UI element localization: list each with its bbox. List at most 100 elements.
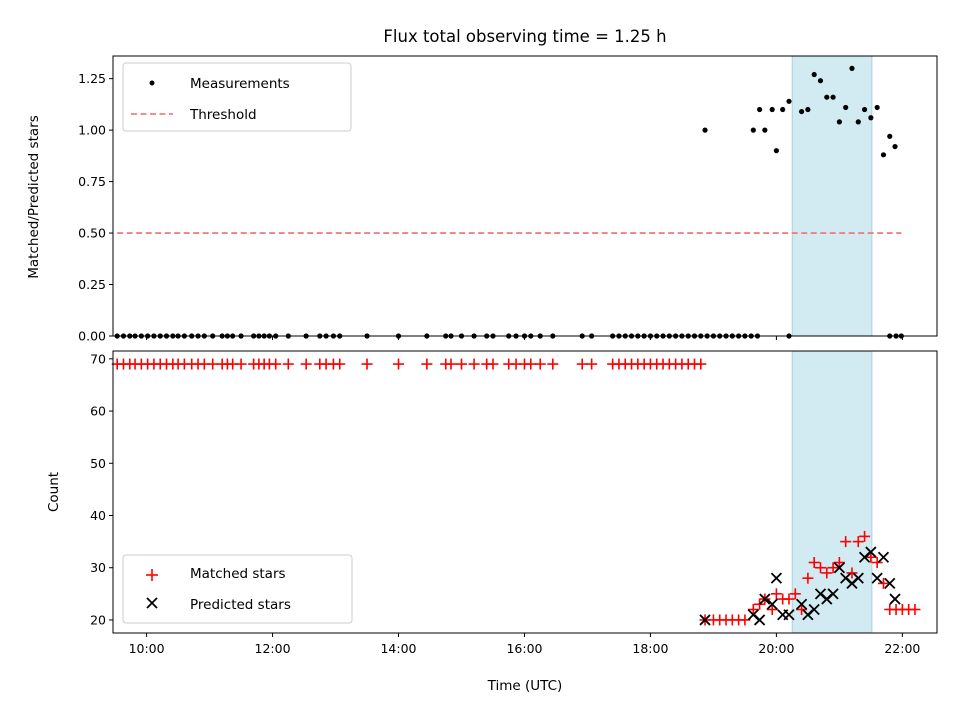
y-axis-label: Matched/Predicted stars	[26, 115, 42, 278]
matched-star-marker	[487, 358, 499, 370]
legend-box	[122, 62, 352, 132]
matched-star-marker	[909, 604, 921, 615]
legend-marker-matched	[146, 569, 158, 581]
x-axis-ticks	[146, 336, 903, 340]
matched-star-marker	[783, 593, 795, 605]
top-panel: 0.00 0.25 0.50 0.75 1.00 1.25 Matched/Predict…	[26, 55, 938, 344]
measurement-point	[824, 94, 830, 100]
matched-star-marker	[808, 557, 820, 568]
matched-star-marker	[525, 358, 537, 370]
x-tick-label: 12:00	[255, 641, 291, 656]
legend-label-matched: Matched stars	[190, 566, 286, 582]
y-tick-label: 1.00	[78, 123, 106, 138]
y-tick-label: 0.50	[78, 226, 106, 241]
matched-star-marker	[393, 358, 405, 370]
matched-star-marker	[754, 598, 766, 610]
y-tick-label: 0.00	[78, 329, 106, 344]
matched-star-marker	[445, 358, 457, 370]
y-tick-label: 70	[90, 351, 106, 366]
x-axis-label: Time (UTC)	[487, 678, 563, 694]
predicted-star-marker	[889, 593, 901, 605]
measurement-point	[836, 119, 842, 125]
predicted-star-marker	[871, 572, 883, 584]
matched-star-marker	[846, 567, 858, 579]
matched-star-marker	[871, 557, 883, 568]
matched-star-marker	[695, 358, 707, 370]
matched-star-marker	[821, 567, 833, 579]
measurement-point	[892, 143, 898, 150]
predicted-star-marker	[827, 588, 839, 600]
measurement-point	[757, 106, 763, 113]
legend: Matched stars Predicted stars	[122, 554, 353, 624]
matched-star-marker	[207, 358, 219, 370]
measurement-point	[769, 106, 775, 113]
legend-label-measurements: Measurements	[190, 76, 290, 92]
matched-star-marker	[833, 557, 845, 568]
x-axis-ticks: 10:00 12:00 14:00 16:00 18:00 20:00 22:00	[129, 633, 920, 656]
predicted-star-marker	[852, 572, 864, 584]
measurement-point	[750, 127, 756, 133]
x-tick-label: 16:00	[506, 641, 542, 656]
measurement-point	[861, 106, 868, 113]
y-axis-ticks: 0.00 0.25 0.50 0.75 1.00 1.25	[78, 71, 113, 344]
measurement-point	[811, 71, 817, 78]
measurement-point	[880, 152, 887, 158]
y-tick-label: 50	[90, 456, 106, 471]
measurement-point	[849, 65, 855, 71]
y-tick-label: 40	[90, 508, 106, 523]
measurement-point	[830, 94, 836, 100]
predicted-star-marker	[783, 609, 795, 621]
x-tick-label: 22:00	[884, 641, 920, 656]
matched-star-marker	[802, 572, 814, 584]
predicted-star-marker	[884, 577, 896, 590]
y-tick-label: 30	[90, 560, 106, 575]
measurement-point	[702, 127, 708, 133]
matched-star-marker	[534, 358, 546, 370]
matched-star-marker	[796, 604, 808, 615]
y-tick-label: 60	[90, 404, 106, 419]
predicted-star-marker	[795, 598, 808, 610]
legend-box	[122, 554, 353, 624]
matched-star-marker	[421, 358, 433, 370]
matched-star-marker	[865, 551, 877, 563]
predicted-star-marker	[833, 562, 846, 574]
chart-title: Flux total observing time = 1.25 h	[383, 27, 666, 46]
matched-star-marker	[361, 358, 373, 370]
y-tick-label: 0.75	[78, 174, 106, 189]
measurement-point	[805, 106, 811, 113]
matched-star-marker	[547, 358, 559, 370]
measurement-point	[773, 148, 779, 154]
bottom-panel: 20 30 40 50 60 70 10:00 12:00 14:00 16:00 18:00 20…	[46, 350, 938, 694]
legend: Measurements Threshold	[122, 62, 352, 132]
measurement-point	[817, 78, 824, 84]
matched-star-marker	[840, 536, 852, 548]
y-axis-label: Count	[46, 472, 62, 512]
matched-star-marker	[766, 604, 778, 615]
predicted-star-marker	[808, 603, 820, 616]
predicted-star-marker	[759, 593, 771, 605]
shaded-span	[791, 350, 873, 634]
matched-star-marker	[852, 536, 864, 548]
measurement-point	[798, 108, 805, 115]
measurement-point	[874, 104, 880, 111]
y-tick-label: 1.25	[78, 71, 106, 86]
matched-star-marker	[770, 588, 782, 600]
predicted-star-marker	[770, 572, 783, 584]
plot-frame	[112, 55, 938, 337]
matched-star-marker	[270, 358, 282, 370]
predicted-star-marker	[877, 551, 890, 563]
matched-star-marker	[282, 358, 294, 370]
matched-star-marker	[859, 530, 871, 542]
measurement-point	[780, 106, 786, 113]
legend-marker-predicted	[146, 597, 158, 609]
measurement-point	[762, 127, 768, 133]
predicted-star-marker	[766, 598, 778, 610]
matched-star-marker	[586, 358, 598, 370]
matched-star-marker	[576, 358, 588, 370]
predicted-star-marker	[753, 614, 766, 626]
y-axis-ticks: 20 30 40 50 60 70	[90, 351, 113, 627]
legend-label-predicted: Predicted stars	[190, 597, 291, 613]
legend-label-threshold: Threshold	[189, 107, 257, 123]
x-tick-label: 18:00	[632, 641, 668, 656]
